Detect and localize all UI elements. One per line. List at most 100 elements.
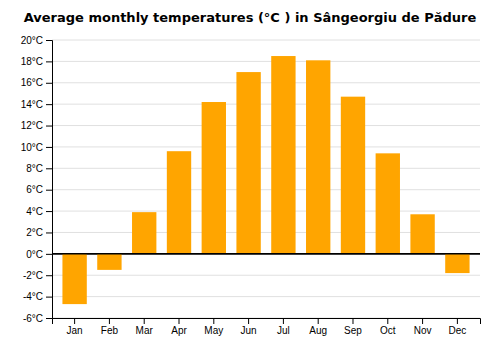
tick: Oct — [380, 318, 396, 336]
tick-label: -6°C — [23, 313, 43, 324]
grid-line — [52, 189, 480, 190]
tick-mark — [46, 40, 52, 41]
tick-label: 0°C — [26, 249, 43, 260]
tick-label: Dec — [448, 325, 466, 336]
y-axis: -6°C -4°C -2°C 0°C 2°C 4°C 6°C 8°C 10°C 12°C 14°C 1… — [21, 35, 53, 324]
tick: Aug — [309, 318, 327, 336]
tick-mark — [46, 318, 52, 319]
bar — [202, 102, 226, 254]
tick-mark — [179, 318, 180, 324]
tick-mark — [74, 318, 75, 324]
tick-mark — [387, 318, 388, 324]
tick-mark — [46, 147, 52, 148]
bar — [306, 60, 330, 254]
tick-label: Feb — [101, 325, 119, 336]
bars — [62, 56, 469, 304]
tick: Dec — [448, 318, 466, 336]
tick-label: 10°C — [21, 142, 43, 153]
tick-mark — [46, 232, 52, 233]
grid-line — [52, 82, 480, 83]
tick-label: Nov — [414, 325, 432, 336]
tick-label: Apr — [171, 325, 187, 336]
tick-mark — [457, 318, 458, 324]
tick-label: 12°C — [21, 120, 43, 131]
tick-label: 18°C — [21, 56, 43, 67]
bar — [445, 254, 469, 273]
tick-label: Jan — [67, 325, 83, 336]
tick-label: 16°C — [21, 77, 43, 88]
tick: Sep — [344, 318, 362, 336]
tick: Nov — [414, 318, 432, 336]
tick: Jun — [241, 318, 257, 336]
grid-line — [52, 40, 480, 41]
tick-mark — [46, 190, 52, 191]
tick: -4°C — [23, 291, 52, 302]
tick-mark — [46, 211, 52, 212]
tick-label: Jul — [277, 325, 290, 336]
bar — [341, 97, 365, 254]
tick-mark — [248, 318, 249, 324]
tick-label: May — [204, 325, 223, 336]
tick-mark — [109, 318, 110, 324]
tick-mark — [422, 318, 423, 324]
grid-line — [52, 211, 480, 212]
tick: 8°C — [26, 163, 52, 174]
bar — [376, 153, 400, 254]
grid-line — [52, 104, 480, 105]
tick-mark — [213, 318, 214, 324]
tick-label: Aug — [309, 325, 327, 336]
grid — [52, 40, 480, 318]
axis-line — [46, 41, 53, 319]
tick-mark — [46, 126, 52, 127]
bar — [62, 254, 86, 304]
tick: Jan — [67, 318, 83, 336]
tick-mark — [46, 168, 52, 169]
tick: 14°C — [21, 99, 52, 110]
tick-mark — [46, 275, 52, 276]
tick-label: -2°C — [23, 270, 43, 281]
bar — [271, 56, 295, 254]
tick: 4°C — [26, 206, 52, 217]
plot: -6°C -4°C -2°C 0°C 2°C 4°C 6°C 8°C 10°C 12°C 14°C 1… — [21, 35, 481, 336]
tick: 2°C — [26, 227, 52, 238]
zero-line — [52, 253, 480, 255]
tick: Jul — [277, 318, 290, 336]
bar — [410, 214, 434, 254]
axis-line — [53, 319, 481, 325]
tick: Feb — [101, 318, 119, 336]
tick-mark — [46, 254, 52, 255]
grid-line — [52, 125, 480, 126]
tick-mark — [144, 318, 145, 324]
tick-label: 14°C — [21, 99, 43, 110]
bar — [132, 212, 156, 254]
tick-label: 6°C — [26, 184, 43, 195]
bar — [97, 254, 121, 270]
grid-line — [52, 168, 480, 169]
tick: 10°C — [21, 142, 52, 153]
tick-mark — [46, 104, 52, 105]
tick-label: Oct — [380, 325, 396, 336]
tick-label: 4°C — [26, 206, 43, 217]
tick: -2°C — [23, 270, 52, 281]
grid-line — [52, 296, 480, 297]
tick-label: 2°C — [26, 227, 43, 238]
tick: May — [204, 318, 223, 336]
tick: 18°C — [21, 56, 52, 67]
tick-label: 8°C — [26, 163, 43, 174]
tick-mark — [352, 318, 353, 324]
grid-line — [52, 253, 480, 255]
tick: 12°C — [21, 120, 52, 131]
tick-label: Mar — [136, 325, 154, 336]
tick-mark — [283, 318, 284, 324]
tick: Mar — [136, 318, 154, 336]
tick-label: Jun — [241, 325, 257, 336]
tick: 16°C — [21, 77, 52, 88]
title: Average monthly temperatures (°C ) in Sâ… — [24, 10, 477, 25]
chart: -6°C -4°C -2°C 0°C 2°C 4°C 6°C 8°C 10°C 12°C 14°C 1… — [0, 0, 500, 350]
grid-line — [52, 146, 480, 147]
tick-mark — [318, 318, 319, 324]
bar — [167, 151, 191, 254]
grid-line — [52, 61, 480, 62]
tick-mark — [46, 297, 52, 298]
tick: 6°C — [26, 184, 52, 195]
